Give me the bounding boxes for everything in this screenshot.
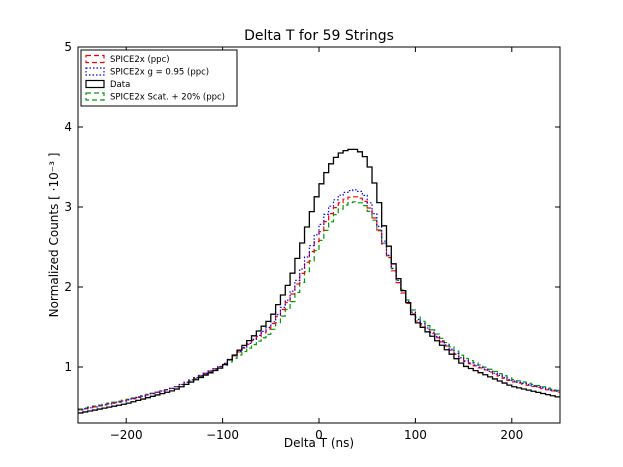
- legend-label: Data: [110, 80, 130, 90]
- legend-handle: [85, 54, 105, 64]
- legend-label: SPICE2x Scat. + 20% (ppc): [110, 93, 225, 103]
- y-tick-label: 1: [64, 360, 72, 374]
- series-spice2x-ppc-line: [78, 196, 560, 411]
- legend-box: [80, 49, 238, 107]
- legend-label: SPICE2x (ppc): [110, 55, 170, 65]
- legend-handle: [85, 67, 105, 76]
- x-axis-label: Delta T (ns): [284, 436, 354, 450]
- y-tick-label: 2: [64, 280, 72, 294]
- legend-handle: [85, 92, 105, 101]
- legend: SPICE2x (ppc) SPICE2x g = 0.95 (ppc) Data S…: [80, 49, 238, 107]
- x-tick-label: 200: [500, 428, 523, 442]
- legend-handle: [85, 79, 105, 89]
- series-spice2x-g-0-95-ppc-line: [78, 189, 560, 411]
- y-tick-label: 5: [64, 40, 72, 54]
- y-tick-label: 3: [64, 200, 72, 214]
- x-tick-label: −200: [110, 428, 143, 442]
- x-tick-label: −100: [206, 428, 239, 442]
- legend-label: SPICE2x g = 0.95 (ppc): [110, 68, 209, 78]
- y-axis-label: Normalized Counts [ ·10⁻³ ]: [47, 153, 61, 318]
- chart-title: Delta T for 59 Strings: [244, 28, 394, 44]
- x-tick-label: 0: [315, 428, 323, 442]
- series-data-line: [78, 148, 560, 414]
- y-tick-label: 4: [64, 120, 72, 134]
- x-tick-label: 100: [404, 428, 427, 442]
